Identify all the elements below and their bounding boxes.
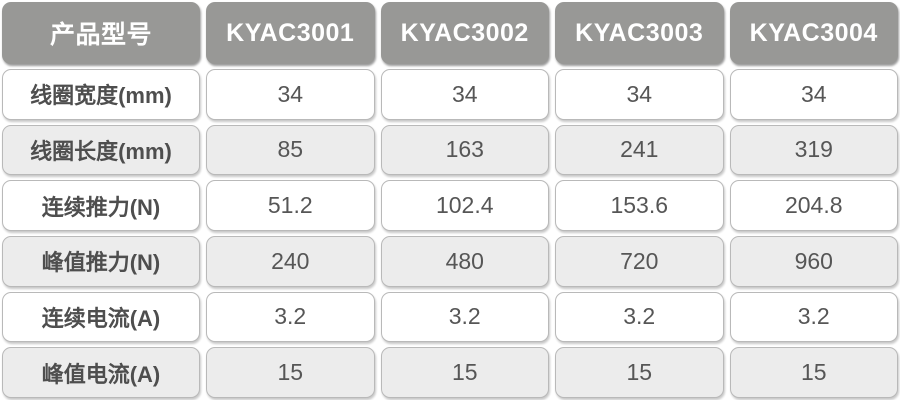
value-cell: 241 [555,124,724,176]
value-cell: 15 [729,347,898,398]
value-cell: 3.2 [380,291,549,343]
value-cell: 3.2 [555,291,724,343]
value-cell: 153.6 [555,180,724,231]
value-cell: 163 [380,124,549,176]
header-product-model: 产品型号 [2,2,200,64]
row-label: 峰值推力(N) [2,236,200,287]
value-cell: 960 [729,236,898,287]
value-cell: 34 [555,69,724,120]
value-cell: 51.2 [206,180,375,231]
value-cell: 720 [555,236,724,287]
row-label: 连续推力(N) [2,180,200,231]
value-cell: 34 [729,69,898,120]
value-cell: 240 [206,236,375,287]
header-column-kyac3002: KYAC3002 [380,2,549,64]
header-column-kyac3004: KYAC3004 [729,2,898,64]
value-cell: 34 [206,69,375,120]
row-label: 线圈宽度(mm) [2,69,200,120]
value-cell: 15 [555,347,724,398]
value-cell: 85 [206,124,375,176]
row-label: 连续电流(A) [2,291,200,343]
header-column-kyac3003: KYAC3003 [555,2,724,64]
value-cell: 102.4 [380,180,549,231]
value-cell: 3.2 [729,291,898,343]
value-cell: 3.2 [206,291,375,343]
value-cell: 204.8 [729,180,898,231]
header-column-kyac3001: KYAC3001 [206,2,375,64]
row-label: 峰值电流(A) [2,347,200,398]
row-label: 线圈长度(mm) [2,124,200,176]
value-cell: 34 [380,69,549,120]
value-cell: 319 [729,124,898,176]
value-cell: 15 [206,347,375,398]
value-cell: 480 [380,236,549,287]
value-cell: 15 [380,347,549,398]
